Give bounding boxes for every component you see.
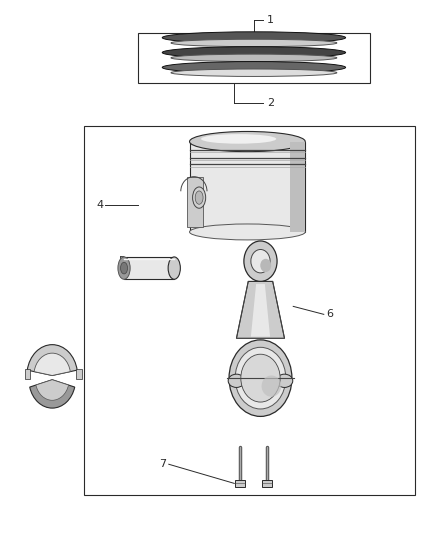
Wedge shape [36,379,68,400]
Ellipse shape [228,374,245,387]
Ellipse shape [120,262,127,274]
Circle shape [244,241,277,281]
Polygon shape [251,284,270,337]
Polygon shape [237,281,285,338]
Ellipse shape [171,39,337,47]
Bar [25,369,30,378]
Bar [84,126,416,495]
Ellipse shape [276,374,293,387]
Circle shape [241,354,280,402]
Ellipse shape [261,375,281,397]
Circle shape [229,340,292,416]
Ellipse shape [190,132,305,152]
Ellipse shape [171,54,337,62]
Circle shape [235,348,286,409]
Wedge shape [27,345,77,375]
Ellipse shape [260,259,271,272]
Ellipse shape [162,62,346,73]
Bar [187,177,203,227]
Text: 4: 4 [96,200,103,211]
Bar [76,369,81,378]
Ellipse shape [171,69,337,76]
Ellipse shape [162,32,346,44]
Ellipse shape [201,134,276,144]
Ellipse shape [168,257,180,279]
Text: 2: 2 [267,98,274,108]
Bar [124,257,174,279]
Ellipse shape [195,191,203,204]
Text: 5: 5 [118,256,125,266]
Circle shape [251,249,270,273]
Ellipse shape [193,187,206,208]
Ellipse shape [162,47,346,59]
Wedge shape [30,379,75,408]
Ellipse shape [118,257,130,279]
Bar [290,142,305,232]
Bar [138,33,370,83]
Bar [262,480,272,487]
Text: 8: 8 [31,362,38,373]
Text: 7: 7 [159,459,166,469]
Ellipse shape [190,224,305,240]
Bar [190,142,305,232]
Text: 6: 6 [326,309,333,319]
Wedge shape [34,353,70,375]
Text: 1: 1 [267,15,274,26]
Bar [235,480,245,487]
